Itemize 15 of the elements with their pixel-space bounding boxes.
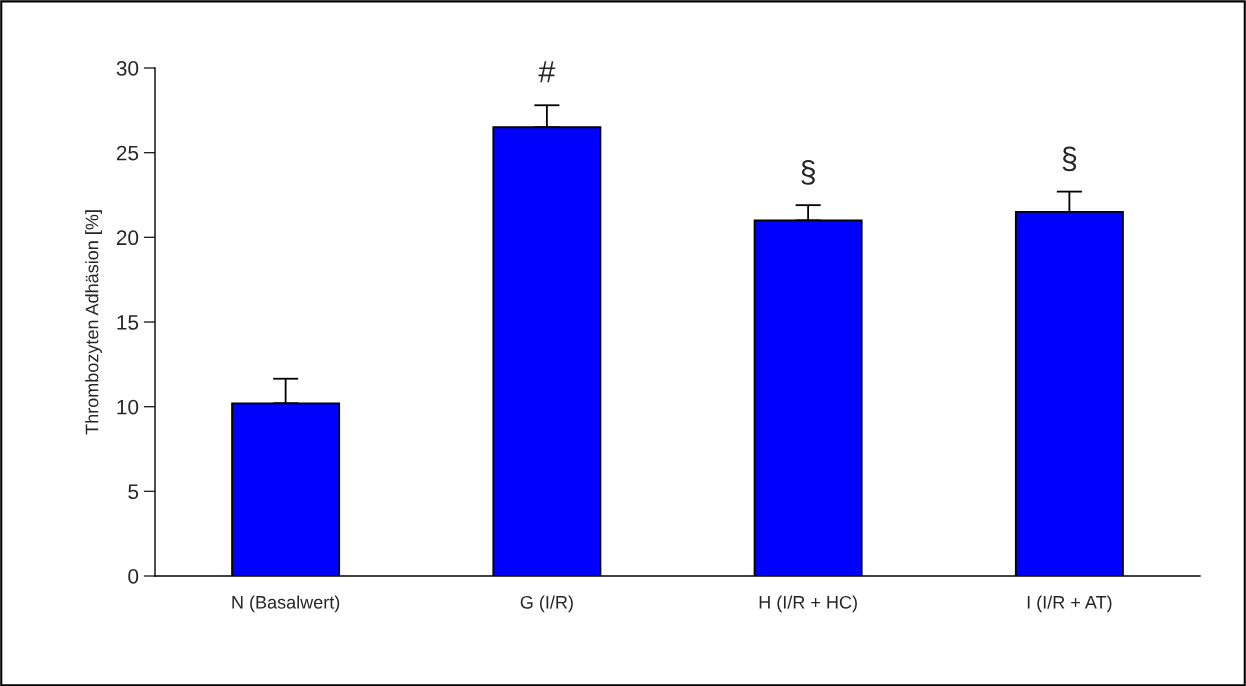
y-tick-label: 0 — [128, 569, 139, 584]
x-tick-label: G (I/R) — [520, 595, 573, 613]
annotation: § — [1062, 146, 1077, 172]
annotation: # — [538, 61, 556, 83]
x-tick-label: N (Basalwert) — [232, 595, 340, 613]
y-tick-label: 15 — [117, 315, 139, 330]
annotation: § — [801, 160, 815, 185]
x-tick-label: H (I/R + HC) — [759, 595, 857, 613]
y-tick-label: 5 — [128, 484, 139, 500]
x-tick-label: I (I/R + AT) — [1027, 595, 1112, 613]
y-tick-label: 10 — [117, 399, 139, 415]
y-axis-title: Thrombozyten Adhäsion [%] — [85, 210, 102, 435]
y-tick-label: 30 — [116, 61, 139, 76]
y-tick-label: 20 — [116, 230, 139, 246]
y-tick-label: 25 — [116, 145, 139, 161]
